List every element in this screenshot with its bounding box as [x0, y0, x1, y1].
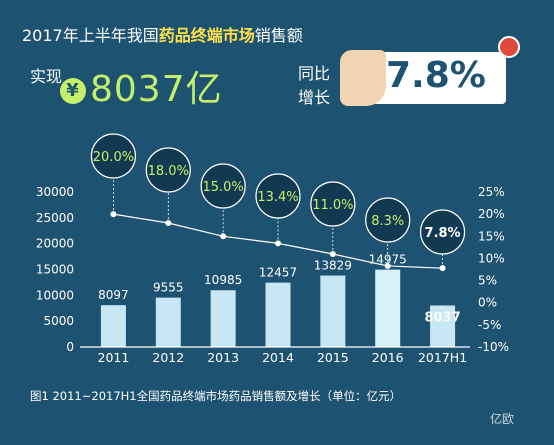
right-tick-label: 5% [478, 274, 497, 288]
bar-series: 8097 9555 10985 12457 13829 14975 8037 [98, 253, 461, 347]
bar-data-label: 12457 [259, 266, 297, 280]
growth-data-label: 20.0% [93, 150, 134, 165]
growth-value: 7.8% [386, 55, 486, 96]
bar [155, 297, 181, 347]
x-tick-label: 2011 [98, 350, 130, 365]
growth-line-series: 20.0% 18.0% 15.0% 13.4% 11.0% 8.3% 7.8% [90, 133, 466, 272]
right-tick-label: -10% [478, 340, 509, 354]
bar [100, 305, 126, 347]
growth-bubble [255, 173, 301, 219]
bar-data-label: 9555 [153, 281, 184, 295]
amount-value: 8037亿 [90, 69, 223, 110]
x-tick-label: 2017H1 [418, 350, 467, 365]
x-tick-label: 2012 [152, 350, 184, 365]
left-tick-label: 20000 [36, 237, 74, 251]
bar [375, 269, 401, 347]
right-tick-label: 0% [478, 296, 497, 310]
growth-point [329, 251, 336, 257]
headline: 2017年上半年我国药品终端市场销售额 [22, 22, 303, 46]
right-tick-label: -5% [478, 318, 501, 332]
left-tick-label: 5000 [43, 314, 74, 328]
growth-data-label: 7.8% [425, 226, 461, 241]
headline-prefix: 2017年上半年我国 [22, 26, 159, 45]
headline-highlight: 药品终端市场 [158, 26, 255, 45]
yen-icon: ¥ [60, 78, 86, 104]
growth-data-label: 15.0% [202, 180, 243, 195]
growth-data-label: 8.3% [371, 214, 404, 229]
growth-point [275, 240, 281, 247]
growth-point [439, 265, 446, 272]
growth-bubble [145, 147, 191, 193]
right-tick-label: 20% [478, 207, 505, 221]
figure-caption: 图1 2011~2017H1全国药品终端市场药品销售额及增长（单位：亿元） [30, 389, 402, 403]
right-tick-label: 15% [478, 229, 505, 243]
right-axis: -10% -5% 0% 5% 10% 15% 20% 25% [478, 185, 509, 354]
growth-point [165, 220, 172, 226]
hand-icon [340, 50, 386, 106]
x-axis: 2011 2012 2013 2014 2015 2016 2017H1 [80, 346, 470, 365]
x-tick-label: 2014 [262, 350, 294, 365]
bar-data-label: 13829 [314, 259, 352, 273]
left-tick-label: 0 [66, 340, 74, 354]
left-tick-label: 15000 [36, 263, 74, 277]
bar [320, 275, 346, 347]
growth-data-label: 18.0% [148, 164, 189, 179]
x-tick-label: 2016 [372, 350, 404, 365]
medal-icon [498, 36, 520, 58]
growth-bubble [310, 181, 356, 227]
sales-amount: ¥8037亿 [60, 60, 223, 112]
bar [265, 282, 291, 347]
bar [430, 305, 456, 347]
growth-data-label: 13.4% [257, 190, 298, 205]
x-tick-label: 2015 [317, 350, 349, 365]
bar [210, 290, 236, 347]
bar-data-label: 8037 [424, 310, 460, 325]
growth-point [110, 211, 117, 218]
growth-data-label: 11.0% [312, 198, 353, 213]
growth-bubble [365, 197, 411, 243]
right-tick-label: 25% [478, 185, 505, 199]
growth-bubble [90, 133, 137, 179]
growth-label: 同比增长 [298, 64, 331, 107]
growth-point [220, 233, 227, 240]
x-tick-label: 2013 [207, 350, 239, 365]
right-tick-label: 10% [478, 251, 505, 265]
realize-label: 实现 [30, 67, 63, 86]
bar-data-label: 8097 [98, 288, 129, 302]
left-tick-label: 10000 [36, 288, 74, 302]
bar-data-label: 10985 [204, 273, 242, 287]
left-tick-label: 25000 [36, 211, 74, 225]
left-tick-label: 30000 [36, 185, 74, 199]
growth-bubble [200, 163, 246, 209]
growth-bubble [419, 209, 466, 255]
left-axis: 0 5000 10000 15000 20000 25000 30000 [36, 185, 74, 354]
watermark: 亿欧 [490, 412, 515, 426]
bar-data-label: 14975 [369, 253, 407, 267]
growth-point [384, 262, 391, 269]
headline-suffix: 销售额 [254, 26, 303, 45]
